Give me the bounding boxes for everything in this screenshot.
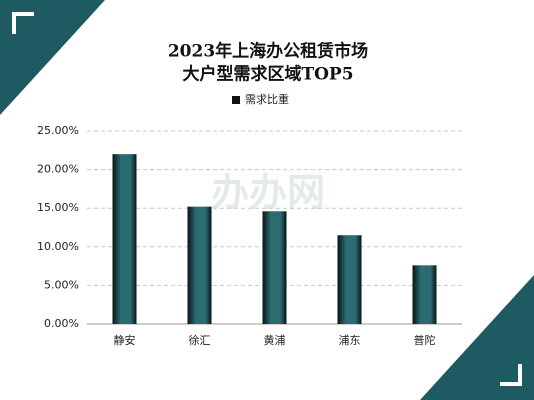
corner-bracket (500, 364, 522, 386)
bar (112, 154, 137, 324)
bar (187, 206, 212, 324)
bar (262, 211, 287, 324)
corner-decoration (0, 0, 105, 115)
chart-subtitle: 大户型需求区域TOP5 (182, 64, 353, 85)
y-tick-label: 10.00% (37, 240, 79, 253)
chart-title: 2023年上海办公租赁市场 (168, 41, 368, 62)
bar (337, 235, 362, 324)
x-tick-label: 徐汇 (189, 333, 211, 347)
y-tick-label: 20.00% (37, 163, 79, 176)
watermark: 办办网 (211, 171, 325, 215)
legend-swatch (232, 96, 240, 104)
corner-decoration (420, 275, 534, 400)
y-tick-label: 25.00% (37, 124, 79, 137)
x-tick-label: 浦东 (339, 334, 361, 347)
y-tick-label: 0.00% (44, 317, 79, 330)
x-tick-label: 普陀 (414, 333, 436, 347)
x-tick-label: 静安 (114, 333, 136, 347)
legend-label: 需求比重 (245, 92, 289, 106)
y-tick-label: 5.00% (44, 278, 79, 291)
y-tick-label: 15.00% (37, 201, 79, 214)
corner-bracket (12, 12, 34, 34)
x-tick-label: 黄浦 (264, 333, 286, 347)
bar (412, 265, 437, 324)
